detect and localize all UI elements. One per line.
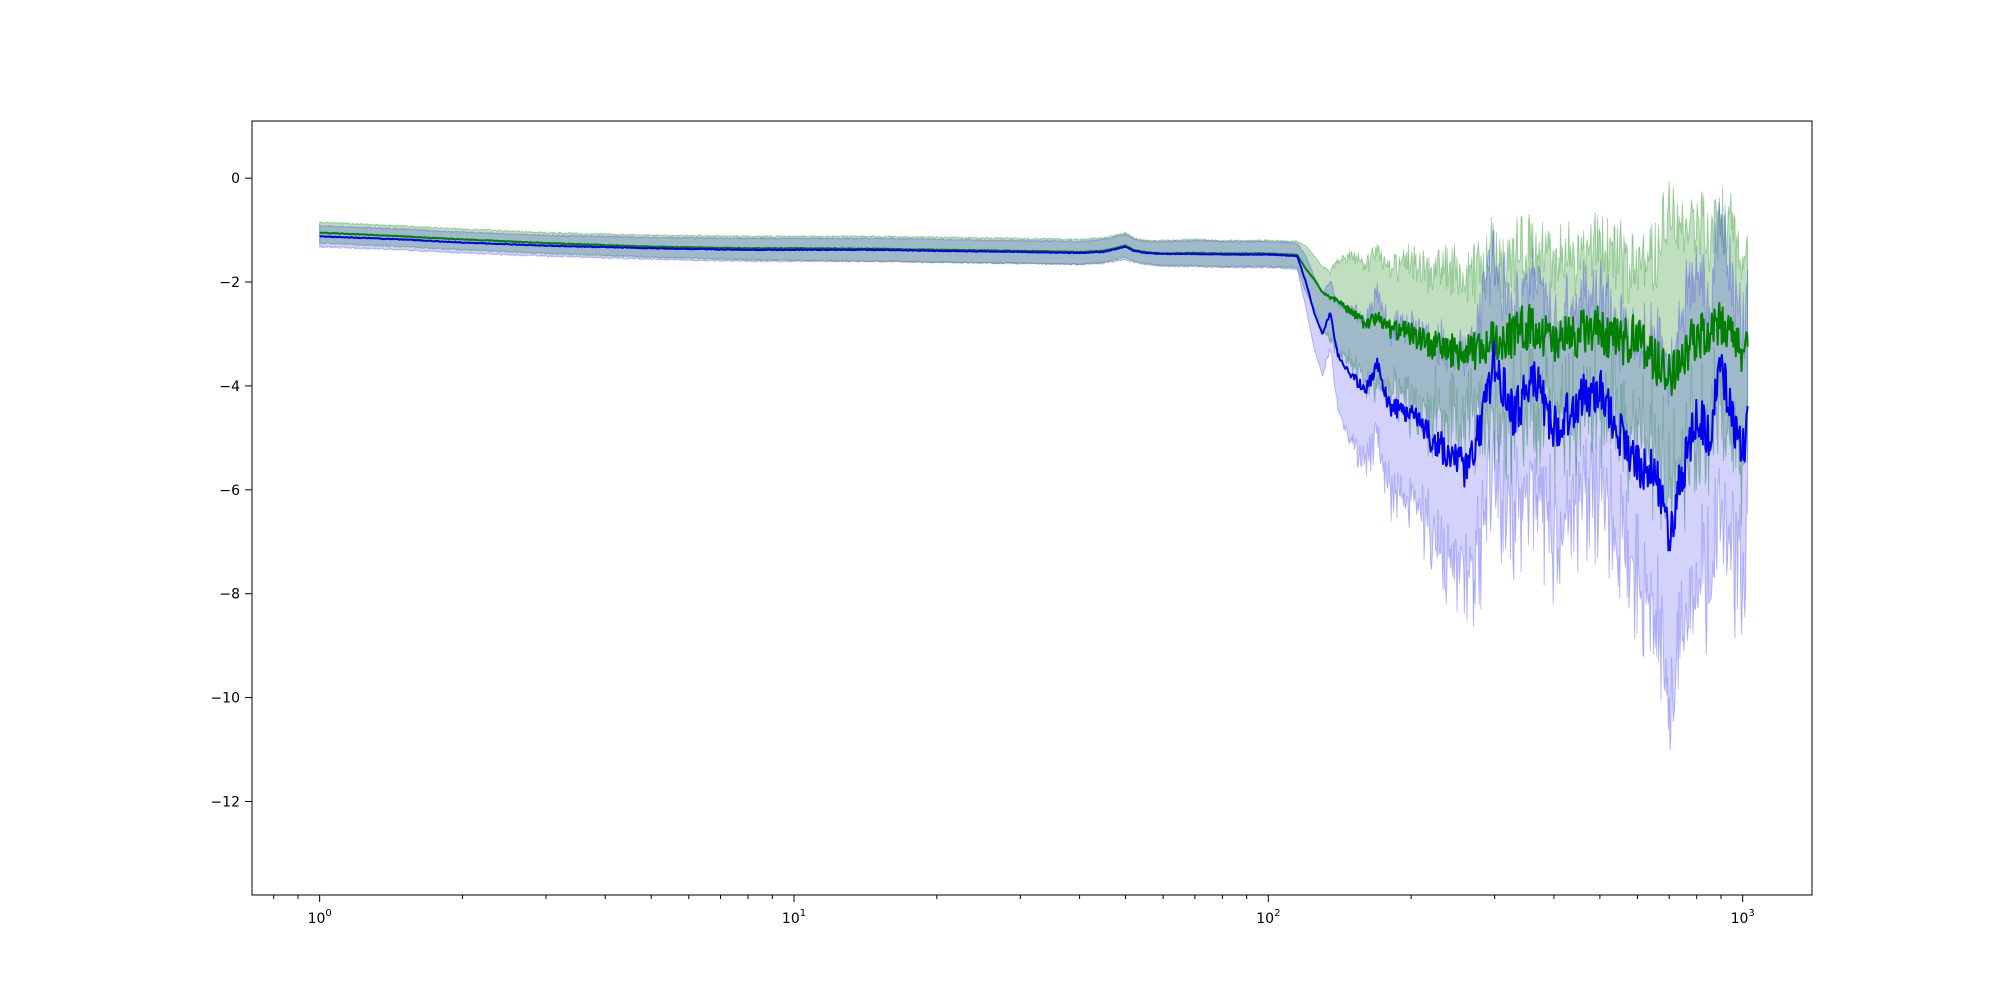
y-tick-label: 0	[231, 171, 240, 187]
plot-frame	[251, 120, 1813, 896]
y-tick-label: −8	[219, 587, 240, 603]
line-series-1	[319, 231, 1749, 397]
x-tick-label: 101	[782, 908, 806, 927]
x-axis: 100 101 102 103	[273, 895, 1755, 927]
y-axis: 0 −2 −4 −6 −8 −10 −12	[210, 171, 252, 810]
confidence-bands	[319, 180, 1749, 751]
series-lines	[319, 231, 1749, 552]
line-series-2	[319, 235, 1749, 552]
y-tick-label: −2	[219, 275, 240, 291]
band-series-2	[319, 197, 1749, 751]
x-tick-label: 102	[1256, 908, 1280, 927]
y-tick-label: −12	[210, 794, 240, 810]
x-tick-label: 100	[308, 908, 332, 927]
x-tick-label: 103	[1731, 908, 1755, 927]
y-tick-label: −4	[219, 379, 240, 395]
y-tick-label: −10	[210, 691, 240, 707]
y-tick-label: −6	[219, 483, 240, 499]
